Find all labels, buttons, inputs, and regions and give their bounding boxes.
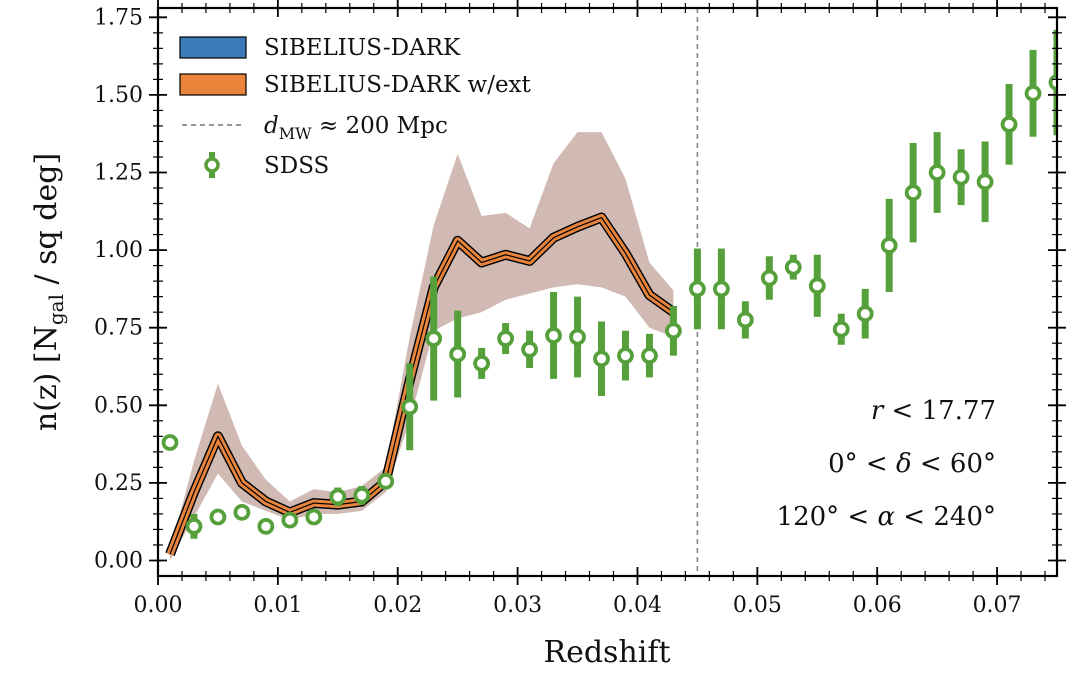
sdss-point xyxy=(856,305,874,323)
annotation-line: 0° < δ < 60° xyxy=(828,449,996,479)
legend-entry-sdss: SDSS xyxy=(204,152,329,179)
sdss-point xyxy=(257,517,275,535)
plot-area xyxy=(161,8,1057,576)
legend-label-sibelius-dark: SIBELIUS-DARK xyxy=(264,35,461,61)
sdss-point xyxy=(377,472,395,490)
legend-label-sdss: SDSS xyxy=(264,153,329,179)
sdss-point xyxy=(521,341,538,358)
sdss-point xyxy=(353,486,371,504)
x-tick-label: 0.01 xyxy=(253,593,302,618)
annotations: r < 17.77 0° < δ < 60° 120° < α < 240° xyxy=(777,396,996,532)
sdss-point xyxy=(784,258,802,276)
sdss-point xyxy=(209,508,227,526)
x-tick-label: 0.02 xyxy=(373,593,422,618)
sdss-point xyxy=(545,327,562,344)
sdss-point xyxy=(401,398,419,416)
y-tick-label: 1.25 xyxy=(94,161,143,186)
legend-swatch-sibelius-dark xyxy=(179,36,247,59)
legend-entry-sibelius-dark: SIBELIUS-DARK xyxy=(179,35,461,61)
sdss-point xyxy=(281,511,299,529)
legend: SIBELIUS-DARK SIBELIUS-DARK w/ext dMW ≈ … xyxy=(179,35,532,179)
sdss-point xyxy=(952,168,970,186)
y-tick-label: 0.00 xyxy=(94,548,143,573)
sdss-point xyxy=(904,184,922,202)
axis-labels: 0.00 0.01 0.02 0.03 0.04 0.05 0.06 0.07 0.00 0.25… xyxy=(94,5,1022,618)
x-tick-label: 0.03 xyxy=(493,593,542,618)
sdss-point xyxy=(569,328,586,346)
sdss-point xyxy=(449,345,467,363)
sdss-point xyxy=(161,434,179,451)
y-axis-title-group: n(z) [Ngal / sq deg] xyxy=(29,153,68,431)
sdss-point xyxy=(641,347,658,365)
sdss-point xyxy=(473,354,491,372)
sdss-point xyxy=(712,280,730,298)
sdss-point xyxy=(425,330,443,347)
y-tick-label: 0.50 xyxy=(94,393,143,418)
legend-label-sibelius-dark-ext: SIBELIUS-DARK w/ext xyxy=(264,72,532,98)
sdss-point xyxy=(497,330,515,347)
sdss-point xyxy=(880,237,898,254)
x-tick-label: 0.04 xyxy=(613,593,662,618)
sdss-point xyxy=(1000,115,1018,133)
y-axis-title: n(z) [Ngal / sq deg] xyxy=(29,153,68,431)
sdss-point xyxy=(808,277,826,295)
series-sibelius-dark-ext-center xyxy=(169,216,674,555)
legend-entry-sibelius-dark-ext: SIBELIUS-DARK w/ext xyxy=(179,72,532,98)
sdss-point xyxy=(689,280,706,298)
sdss-point xyxy=(760,269,778,287)
axis-ticks xyxy=(149,0,1066,585)
sdss-point xyxy=(1024,84,1042,102)
sdss-point xyxy=(617,347,634,365)
y-tick-label: 1.75 xyxy=(94,5,143,30)
annotation-line: 120° < α < 240° xyxy=(777,502,996,532)
sdss-point xyxy=(976,173,994,191)
y-tick-label: 1.00 xyxy=(94,238,143,263)
sdss-point xyxy=(305,508,323,526)
y-tick-label: 0.25 xyxy=(94,471,143,496)
x-axis-title: Redshift xyxy=(543,635,670,670)
legend-entry-dmw: dMW ≈ 200 Mpc xyxy=(182,113,448,143)
x-tick-label: 0.06 xyxy=(853,593,902,618)
legend-swatch-sibelius-dark-ext xyxy=(179,73,247,96)
legend-label-dmw: dMW ≈ 200 Mpc xyxy=(264,113,448,143)
sdss-point xyxy=(329,488,347,506)
y-tick-label: 0.75 xyxy=(94,316,143,341)
sdss-point xyxy=(665,322,682,340)
x-tick-label: 0.05 xyxy=(733,593,782,618)
sdss-point xyxy=(233,503,251,521)
y-tick-label: 1.50 xyxy=(94,83,143,108)
legend-swatch-sdss-marker xyxy=(204,157,220,173)
sdss-point xyxy=(593,350,610,368)
sdss-point xyxy=(736,311,754,329)
x-tick-label: 0.00 xyxy=(134,593,183,618)
sdss-point xyxy=(832,320,850,338)
sdss-point xyxy=(928,164,946,181)
x-tick-label: 0.07 xyxy=(973,593,1022,618)
plot-frame xyxy=(156,6,1059,578)
annotation-line: r < 17.77 xyxy=(871,396,996,426)
sdss-point xyxy=(185,517,203,535)
